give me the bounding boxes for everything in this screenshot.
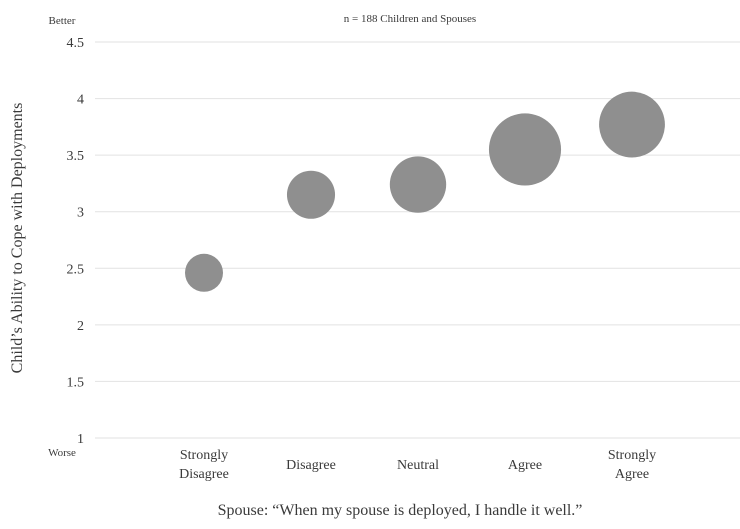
x-tick-label: Agree <box>508 458 542 473</box>
y-tick-label: 4 <box>77 93 84 108</box>
data-bubble <box>488 113 562 186</box>
y-tick-label: 3 <box>77 206 84 221</box>
y-tick-label: 1 <box>77 432 84 447</box>
y-tick-label: 4.5 <box>67 36 85 51</box>
y-tick-label: 3.5 <box>67 149 85 164</box>
x-axis-title: Spouse: “When my spouse is deployed, I h… <box>218 502 583 519</box>
y-axis-bottom-label: Worse <box>48 447 76 459</box>
x-axis-ticks: Strongly Disagree Disagree Neutral Agree Stro… <box>179 448 656 482</box>
data-bubble <box>599 91 665 158</box>
x-tick-label: Strongly Disagree <box>179 448 229 482</box>
y-axis-top-label: Better <box>49 15 76 27</box>
data-bubble <box>286 170 336 219</box>
bubbles <box>185 91 665 292</box>
y-tick-label: 2 <box>77 319 84 334</box>
x-tick-label: Disagree <box>286 458 336 473</box>
data-bubble <box>185 253 223 292</box>
y-axis-title: Child’s Ability to Cope with Deployments <box>9 103 26 374</box>
y-tick-label: 2.5 <box>67 262 85 277</box>
x-tick-label: Strongly Agree <box>608 448 656 482</box>
x-tick-label: Neutral <box>397 458 439 473</box>
data-bubble <box>389 156 447 213</box>
y-axis-ticks: 1 1.5 2 2.5 3 3.5 4 4.5 <box>67 36 85 447</box>
chart-subtitle: n = 188 Children and Spouses <box>344 13 476 25</box>
y-tick-label: 1.5 <box>67 375 85 390</box>
